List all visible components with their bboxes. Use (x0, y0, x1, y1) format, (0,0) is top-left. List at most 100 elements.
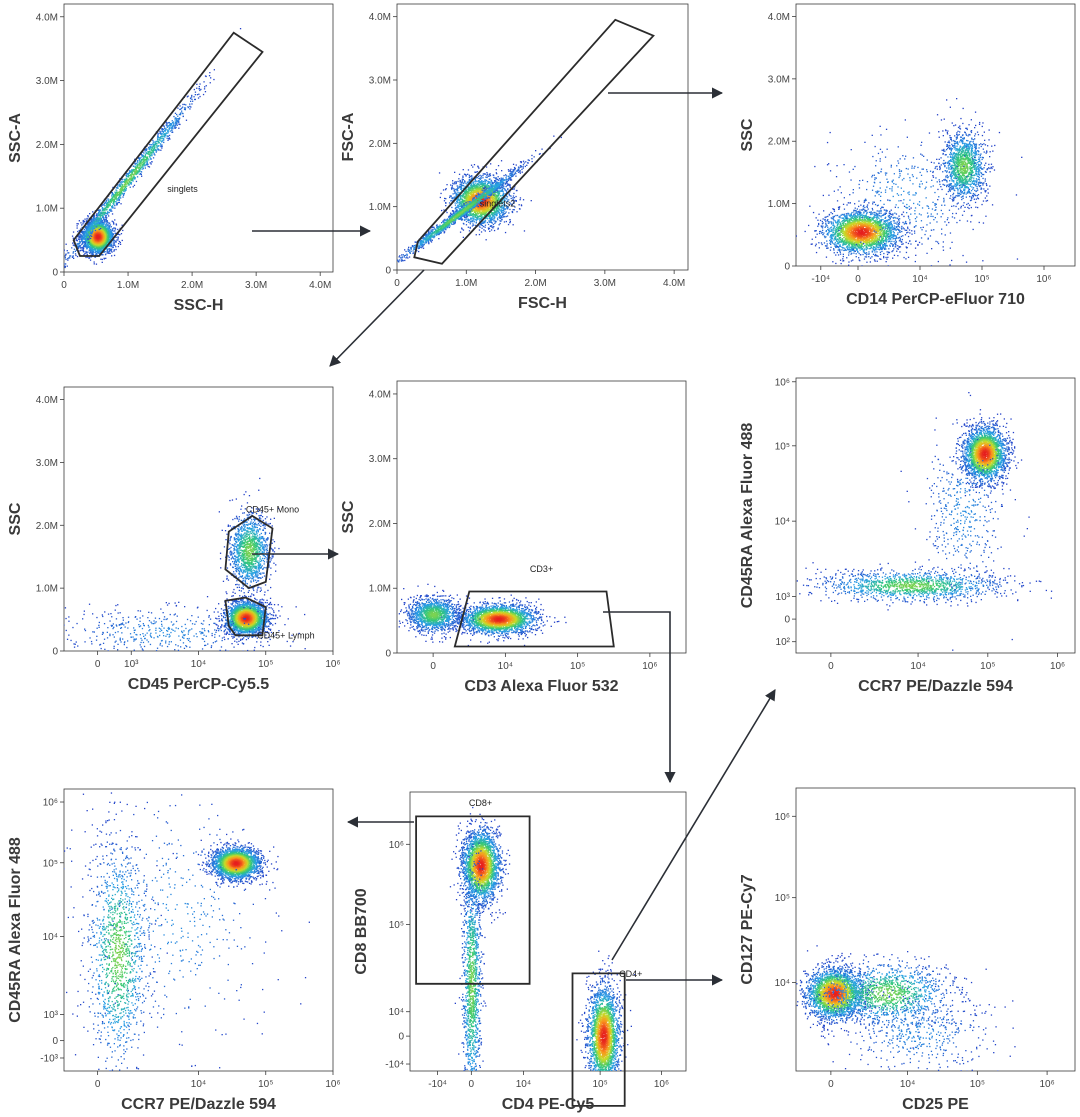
event-dot (98, 217, 100, 219)
event-dot (119, 181, 121, 183)
event-dot (493, 220, 495, 222)
event-dot (503, 221, 506, 223)
event-dot (101, 241, 103, 243)
event-dot (457, 200, 459, 202)
event-dot (108, 235, 110, 237)
event-dot (464, 219, 466, 221)
event-dot (72, 255, 74, 257)
event-dot (152, 145, 154, 148)
event-dot (95, 263, 98, 265)
event-dot (111, 213, 114, 215)
event-dot (117, 194, 119, 196)
event-dot (474, 178, 476, 180)
event-dot (130, 179, 132, 181)
event-dot (497, 210, 500, 212)
event-dot (112, 221, 114, 223)
event-dot (468, 187, 470, 189)
event-dot (133, 176, 136, 178)
event-dot (91, 217, 93, 220)
event-dot (120, 181, 122, 183)
event-dot (117, 233, 119, 235)
event-dot (508, 183, 510, 185)
event-dot (508, 194, 510, 196)
event-dot (182, 106, 184, 108)
event-dot (153, 141, 155, 143)
event-dot (102, 242, 104, 245)
event-dot (467, 213, 469, 215)
event-dot (495, 213, 497, 216)
event-dot (89, 226, 91, 228)
event-dot (503, 199, 506, 202)
event-dot (453, 188, 455, 190)
event-dot (459, 202, 461, 204)
event-dot (100, 218, 102, 220)
event-dot (128, 175, 130, 177)
event-dot (64, 265, 66, 268)
event-dot (163, 125, 165, 127)
event-dot (164, 130, 166, 132)
event-dot (469, 213, 471, 215)
event-dot (73, 248, 75, 250)
event-dot (480, 177, 482, 180)
event-dot (77, 247, 80, 249)
event-dot (480, 231, 483, 233)
event-dot (88, 223, 90, 226)
event-dot (467, 218, 469, 220)
event-dot (113, 223, 115, 225)
event-dot (173, 123, 175, 125)
event-dot (159, 130, 161, 132)
event-dot (505, 220, 507, 223)
event-dot (129, 186, 131, 188)
event-dot (93, 223, 95, 225)
event-dot (486, 216, 488, 218)
event-dot (98, 219, 100, 221)
event-dot (473, 184, 475, 186)
event-dot (181, 107, 183, 109)
event-dot (481, 216, 484, 218)
event-dot (122, 194, 125, 196)
event-dot (481, 227, 483, 229)
event-dot (120, 190, 122, 192)
event-dot (484, 185, 487, 187)
event-dot (490, 218, 493, 220)
event-dot (117, 192, 119, 194)
event-dot (120, 197, 122, 199)
event-dot (465, 220, 468, 223)
event-dot (136, 172, 138, 174)
event-dot (109, 204, 111, 206)
event-dot (111, 199, 113, 201)
event-dot (79, 250, 82, 252)
event-dot (484, 230, 486, 232)
event-dot (84, 231, 87, 233)
event-dot (67, 257, 69, 260)
event-dot (118, 191, 120, 193)
event-dot (478, 233, 481, 236)
event-dot (87, 241, 89, 244)
event-dot (75, 249, 77, 251)
event-dot (141, 166, 143, 168)
event-dot (491, 181, 493, 183)
event-dot (162, 128, 164, 130)
event-dot (43, 294, 44, 295)
event-dot (102, 221, 104, 223)
event-dot (191, 94, 193, 97)
event-dot (95, 219, 97, 221)
event-dot (103, 246, 105, 248)
event-dot (105, 224, 107, 226)
event-dot (113, 254, 116, 257)
event-dot (471, 225, 474, 227)
event-dot (88, 222, 90, 224)
event-dot (461, 196, 464, 198)
gate-polygon[interactable] (72, 31, 264, 257)
event-dot (108, 199, 110, 201)
event-dot (106, 250, 108, 252)
event-dot (104, 251, 106, 253)
event-dot (142, 154, 144, 156)
event-dot (453, 196, 455, 198)
event-dot (112, 186, 114, 189)
event-dot (103, 211, 105, 213)
event-dot (114, 193, 117, 195)
event-dot (82, 223, 84, 225)
event-dot (486, 176, 488, 179)
event-dot (499, 198, 501, 200)
